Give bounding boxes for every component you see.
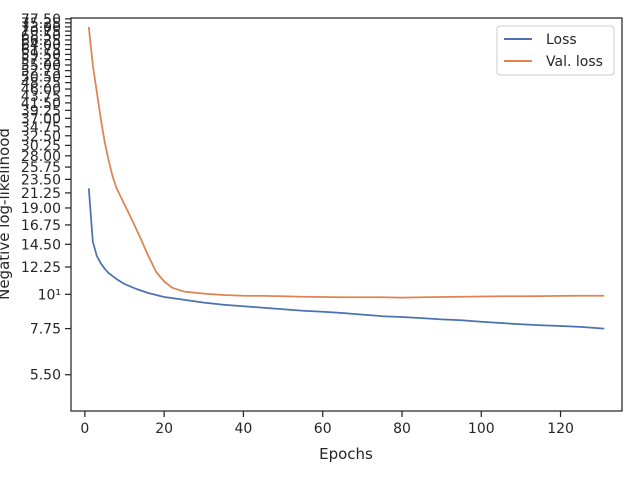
x-tick-label: 0: [80, 421, 89, 437]
y-tick-label: 25.75: [21, 160, 61, 176]
x-tick-label: 20: [155, 421, 173, 437]
plot-frame: [70, 17, 623, 412]
y-tick-label: 73.00: [21, 20, 61, 36]
x-tick-label: 40: [235, 421, 253, 437]
y-tick-label: 70.75: [21, 24, 61, 40]
y-tick-label: 21.25: [21, 186, 61, 202]
y-axis-ticks: 5.50 7.75 10¹ 12.25 14.50 16.7519.0021.2523.5…: [21, 12, 71, 384]
y-tick-label: 68.50: [21, 28, 61, 44]
legend-label-loss: Loss: [546, 32, 577, 48]
y-tick-label: 48.25: [21, 76, 61, 92]
y-axis-label: Negative log-likelihood: [0, 128, 13, 300]
y-tick-label: 43.75: [21, 89, 61, 105]
y-tick-label: 10¹: [38, 287, 61, 303]
y-tick-label: 75.25: [21, 16, 61, 32]
y-tick-label: 39.25: [21, 103, 61, 119]
y-tick-label: 77.50: [21, 12, 61, 28]
x-axis-label: Epochs: [319, 445, 373, 463]
x-tick-label: 60: [314, 421, 332, 437]
y-tick-label: 30.25: [21, 138, 61, 154]
y-tick-label: 16.75: [21, 218, 61, 234]
series-line-val-loss: [87, 26, 605, 299]
y-tick-label: 57.25: [21, 53, 61, 69]
y-tick-label: 28.00: [21, 149, 61, 165]
y-tick-label: 46.00: [21, 82, 61, 98]
y-tick-label: 55.00: [21, 58, 61, 74]
y-tick-label: 14.50: [21, 237, 61, 253]
y-tick-label: 5.50: [30, 368, 61, 384]
y-tick-label: 61.75: [21, 42, 61, 58]
y-tick-label: 50.50: [21, 69, 61, 85]
y-tick-label: 37.00: [21, 111, 61, 127]
y-tick-label: 34.75: [21, 120, 61, 136]
y-tick-label: 23.50: [21, 172, 61, 188]
x-tick-label: 120: [547, 421, 574, 437]
legend: Loss Val. loss: [496, 25, 615, 76]
y-tick-label: 41.50: [21, 96, 61, 112]
y-tick-label: 66.25: [21, 33, 61, 49]
legend-label-val-loss: Val. loss: [546, 54, 603, 70]
x-tick-label: 100: [468, 421, 495, 437]
series-line-loss: [87, 188, 605, 330]
y-tick-label: 12.25: [21, 260, 61, 276]
y-tick-label: 32.50: [21, 129, 61, 145]
x-tick-label: 80: [393, 421, 411, 437]
y-tick-label: 64.00: [21, 38, 61, 54]
y-tick-label: 52.75: [21, 64, 61, 80]
y-tick-label: 19.00: [21, 201, 61, 217]
x-axis-ticks: 0 20 40 60 80 100 120: [80, 411, 574, 437]
y-tick-label: 59.50: [21, 47, 61, 63]
chart-marks: [87, 26, 605, 330]
y-tick-label: 7.75: [30, 322, 61, 338]
